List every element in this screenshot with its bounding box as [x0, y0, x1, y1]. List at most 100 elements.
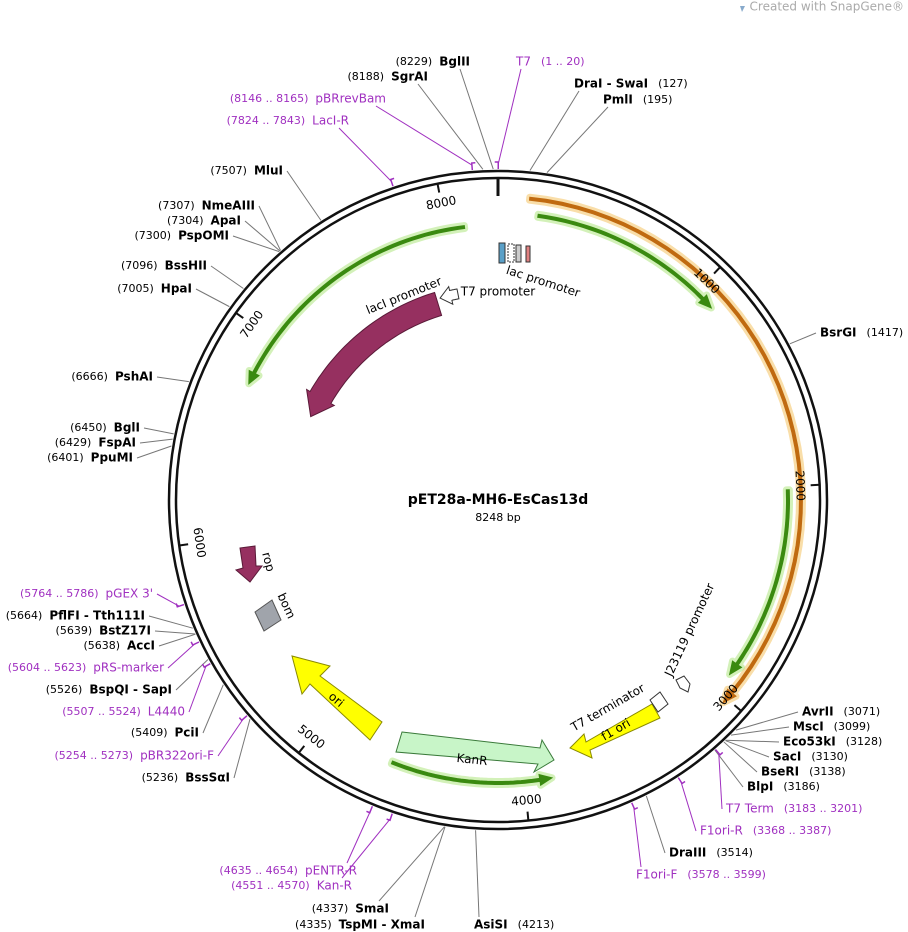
site-position: (5409) [131, 726, 168, 739]
primer-range: (8146 .. 8165) [230, 92, 309, 105]
tick-mark [235, 312, 244, 319]
site-position: (3099) [834, 720, 871, 733]
site-position: (195) [643, 93, 673, 106]
primer-name: T7 Term [725, 802, 774, 816]
leader-line [497, 68, 522, 165]
leader-line [139, 438, 173, 444]
site-position: (6401) [47, 451, 84, 464]
primer-name: T7 [515, 55, 531, 69]
leader-line [730, 726, 790, 736]
site-name: SmaI [355, 902, 389, 916]
leader-line [529, 90, 580, 171]
site-position: (8229) [396, 55, 433, 68]
site-name: PmlI [603, 93, 633, 107]
site-name: FspAI [98, 436, 136, 450]
tick-mark [713, 266, 721, 275]
site-name: BssSαI [185, 771, 230, 785]
site-position: (5236) [142, 771, 179, 784]
leader-line [459, 68, 494, 170]
tick-label: 2000 [792, 470, 807, 501]
tick-mark [526, 811, 530, 821]
backbone-outer [167, 169, 829, 831]
t7-terminator [649, 691, 669, 713]
leader-line [375, 105, 473, 166]
site-name: BspQI - SapI [89, 683, 172, 697]
site-position: (5526) [46, 683, 83, 696]
primer-name: pBR322ori-F [140, 749, 214, 763]
site-position: (4337) [312, 902, 349, 915]
site-position: (7507) [210, 164, 247, 177]
site-name: BseRI [761, 765, 799, 779]
feature-arrow [305, 291, 443, 418]
leader-line [725, 740, 770, 758]
primer-mark [190, 641, 200, 646]
site-name: PpuMI [91, 451, 133, 465]
leader-line [158, 633, 196, 647]
leader-line [633, 807, 642, 868]
ori-arrow [291, 655, 383, 741]
t7-promoter [498, 242, 506, 264]
feature-arrow [537, 213, 713, 309]
leader-line [233, 719, 251, 779]
site-position: (3071) [844, 705, 881, 718]
tick-label: 7000 [237, 308, 266, 341]
tick-label: 4000 [511, 792, 543, 809]
leader-line [725, 739, 780, 743]
leader-line [195, 288, 230, 308]
primer-range: (4551 .. 4570) [231, 879, 310, 892]
site-name: AsiSI [474, 918, 508, 932]
site-position: (6666) [71, 370, 108, 383]
site-name: DraI - SwaI [574, 77, 648, 91]
leader-line [136, 445, 172, 459]
site-name: PshAI [115, 370, 153, 384]
primer-range: (3183 .. 3201) [784, 802, 863, 815]
leader-line [148, 615, 193, 629]
site-position: (3514) [716, 846, 753, 859]
watermark: Created with SnapGene® [750, 0, 904, 14]
primer-range: (5604 .. 5623) [8, 661, 87, 674]
feature-label: rop [259, 551, 278, 574]
leader-line [341, 818, 392, 879]
site-name: MscI [793, 720, 824, 734]
leader-line [258, 205, 281, 251]
site-name: BstZ17I [99, 624, 151, 638]
site-name: BssHII [165, 259, 207, 273]
site-name: NmeAIII [202, 199, 255, 213]
tick-mark [436, 183, 441, 193]
leader-line [723, 741, 758, 773]
leader-line [338, 127, 392, 182]
leader-line [645, 795, 666, 854]
site-position: (4213) [518, 918, 555, 931]
feature-arrow [728, 489, 790, 676]
leader-line [143, 427, 174, 435]
feature-arrow [528, 196, 804, 704]
primer-name: F1ori-R [700, 824, 743, 838]
bom-box [254, 599, 282, 632]
primer-name: pBRrevBam [315, 92, 386, 106]
feature-arrow [390, 760, 554, 787]
leader-line [735, 711, 799, 731]
leader-line [156, 593, 180, 607]
leader-line [714, 749, 744, 788]
site-name: BglI [114, 421, 140, 435]
feature-label: lacI [323, 292, 346, 317]
feature-label: f1 ori [599, 716, 633, 744]
primer-range: (3368 .. 3387) [753, 824, 832, 837]
rbs [525, 245, 531, 263]
site-position: (5664) [6, 609, 43, 622]
site-position: (7304) [167, 214, 204, 227]
primer-range: (5507 .. 5524) [62, 705, 141, 718]
site-name: BglII [439, 55, 470, 69]
leader-line [417, 83, 484, 170]
site-position: (6450) [70, 421, 107, 434]
primer-range: (5764 .. 5786) [20, 587, 99, 600]
site-name: PspOMI [178, 229, 229, 243]
feature-arrow [248, 225, 466, 385]
primer-name: pGEX 3' [106, 587, 153, 601]
site-position: (7300) [134, 229, 171, 242]
tick-label: 6000 [190, 526, 208, 558]
feature-label: T7 promoter [460, 285, 536, 299]
leader-line [244, 220, 281, 252]
site-position: (3138) [809, 765, 846, 778]
